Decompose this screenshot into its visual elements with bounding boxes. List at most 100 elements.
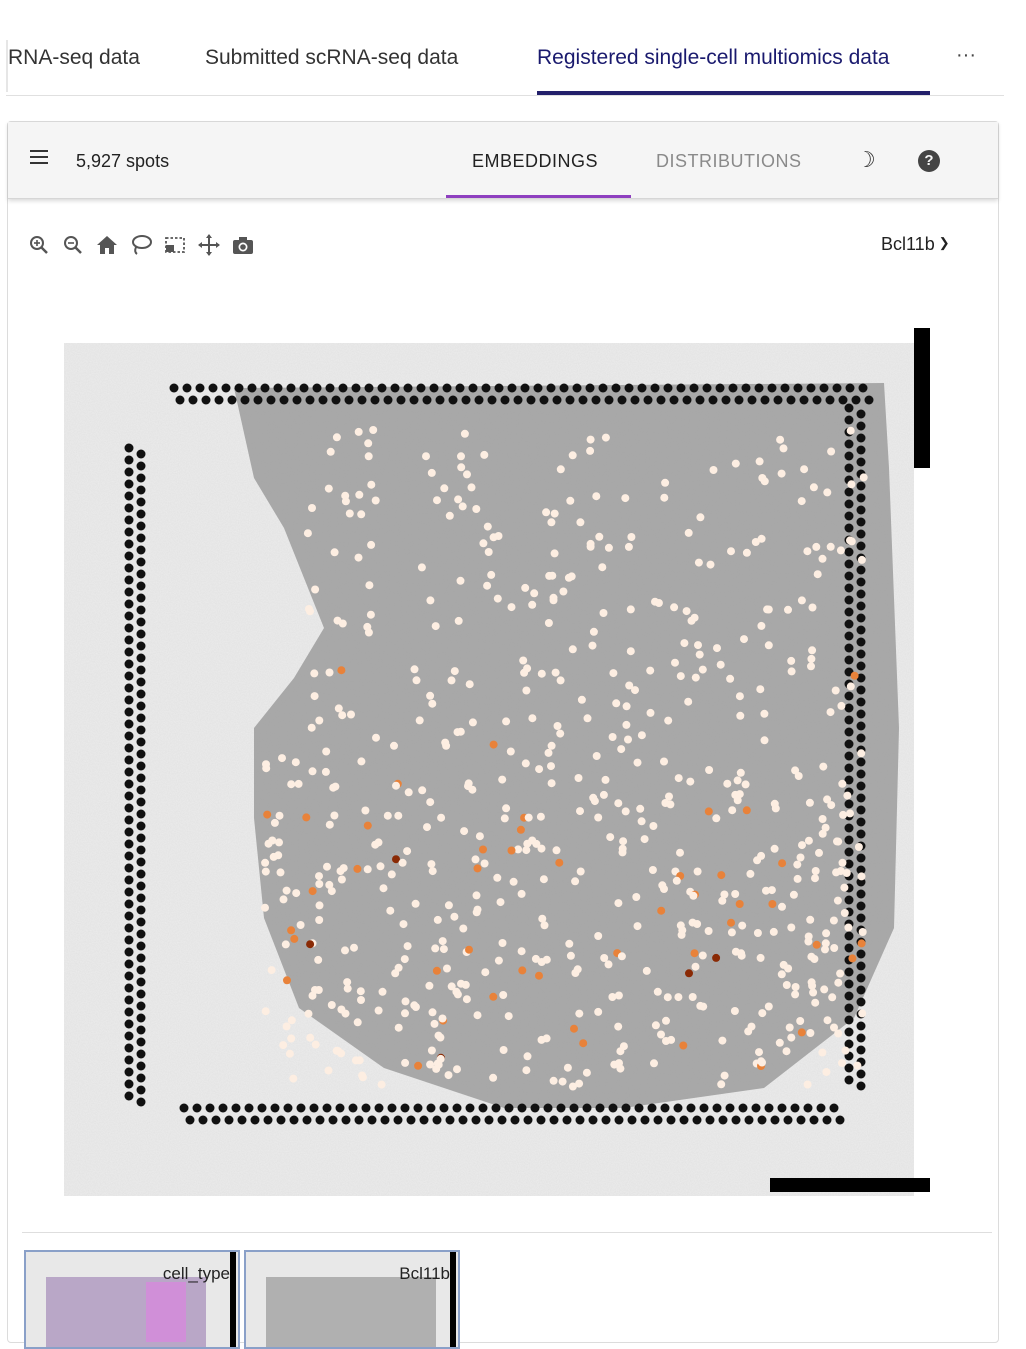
expression-spot: [632, 893, 641, 901]
expression-spot: [358, 1073, 367, 1082]
expression-spot: [594, 813, 603, 822]
box-select-icon[interactable]: [162, 232, 188, 258]
more-horizontal-icon[interactable]: ···: [956, 44, 976, 66]
expression-spot: [354, 427, 363, 436]
expression-spot: [537, 669, 546, 678]
fiducial-dot: [856, 913, 866, 923]
expression-spot: [308, 887, 317, 896]
expression-spot: [694, 558, 703, 567]
tab-embeddings[interactable]: EMBEDDINGS: [472, 151, 599, 171]
moon-icon[interactable]: ☽: [856, 147, 876, 172]
home-icon[interactable]: [94, 232, 120, 258]
thumbnail-bcl11b[interactable]: Bcl11b: [244, 1250, 460, 1349]
fiducial-dot: [856, 493, 866, 503]
fiducial-dot: [844, 1039, 854, 1049]
fiducial-dot: [806, 383, 816, 393]
expression-spot: [307, 723, 316, 732]
fiducial-dot: [844, 547, 854, 557]
expression-spot: [287, 780, 296, 789]
expression-spot: [787, 923, 796, 932]
expression-spot: [401, 1009, 409, 1018]
fiducial-dot: [856, 565, 866, 575]
help-button[interactable]: ?: [918, 150, 940, 172]
expression-spot: [657, 906, 666, 915]
expression-spot: [336, 867, 345, 876]
expression-spot: [836, 969, 845, 978]
expression-spot: [471, 855, 480, 864]
expression-spot: [582, 1068, 591, 1077]
expression-spot: [460, 827, 469, 836]
expression-spot: [338, 619, 347, 628]
fiducial-dot: [361, 1103, 371, 1113]
spatial-plot[interactable]: [64, 328, 932, 1196]
fiducial-dot: [124, 623, 134, 633]
tab-submitted-scrna-seq-data[interactable]: Submitted scRNA-seq data: [205, 46, 459, 69]
fiducial-dot: [604, 395, 614, 405]
fiducial-dot: [708, 395, 718, 405]
expression-spot: [517, 889, 526, 898]
fiducial-dot: [856, 661, 866, 671]
expression-spot: [379, 884, 388, 893]
expression-spot: [720, 1071, 729, 1080]
expression-spot: [838, 1059, 846, 1067]
expression-spot: [840, 909, 849, 917]
fiducial-dot: [136, 881, 146, 891]
zoom-in-icon[interactable]: [26, 232, 52, 258]
fiducial-dot: [468, 383, 478, 393]
expression-spot: [432, 966, 441, 975]
expression-spot: [433, 915, 442, 924]
gene-selector[interactable]: Bcl11b ❯: [881, 234, 950, 255]
fiducial-dot: [136, 1013, 146, 1023]
spot-count: 5,927 spots: [76, 151, 170, 171]
expression-spot: [685, 969, 693, 978]
zoom-out-icon[interactable]: [60, 232, 86, 258]
fiducial-dot: [478, 1103, 488, 1113]
expression-spot: [742, 806, 751, 815]
tab-rna-seq-data[interactable]: RNA-seq data: [8, 46, 140, 69]
expression-spot: [804, 836, 813, 845]
menu-icon[interactable]: [30, 150, 50, 166]
expression-spot: [815, 848, 823, 857]
lasso-icon[interactable]: [128, 232, 154, 258]
expression-spot: [717, 1080, 726, 1089]
thumbnail-cell-type[interactable]: cell_type: [24, 1250, 240, 1349]
expression-spot: [858, 928, 867, 936]
tab-registered-multiomics-data[interactable]: Registered single-cell multiomics data: [537, 46, 890, 69]
camera-icon[interactable]: [230, 232, 256, 258]
expression-spot: [777, 970, 786, 979]
expression-spot: [261, 1007, 270, 1016]
fiducial-dot: [136, 533, 146, 543]
expression-spot: [677, 930, 686, 939]
fiducial-dot: [136, 929, 146, 939]
expression-spot: [428, 1008, 437, 1017]
fiducial-dot: [136, 845, 146, 855]
expression-spot: [383, 811, 392, 820]
fiducial-dot: [283, 1103, 293, 1113]
expression-spots: [261, 426, 868, 1091]
tab-distributions[interactable]: DISTRIBUTIONS: [656, 151, 802, 171]
fiducial-dot: [124, 731, 134, 741]
fiducial-dot: [856, 457, 866, 467]
fiducial-dot: [136, 497, 146, 507]
expression-spot: [549, 596, 558, 605]
expression-spot: [664, 716, 673, 725]
fiducial-dot: [218, 1103, 228, 1113]
fiducial-dot: [136, 821, 146, 831]
fiducial-dot: [124, 575, 134, 585]
expression-spot: [479, 845, 487, 854]
fiducial-dot: [136, 893, 146, 903]
fiducial-dot: [247, 383, 257, 393]
fiducial-dot: [536, 1115, 546, 1125]
expression-spot: [347, 710, 355, 719]
expression-spot: [818, 815, 827, 823]
expression-spot: [718, 1036, 727, 1045]
expression-spot: [538, 914, 547, 923]
pan-icon[interactable]: [196, 232, 222, 258]
expression-spot: [507, 603, 516, 612]
fiducial-dot: [124, 911, 134, 921]
expression-spot: [640, 835, 649, 844]
expression-spot: [489, 533, 498, 542]
expression-spot: [427, 468, 436, 477]
expression-spot: [343, 978, 352, 987]
expression-spot: [712, 953, 721, 962]
